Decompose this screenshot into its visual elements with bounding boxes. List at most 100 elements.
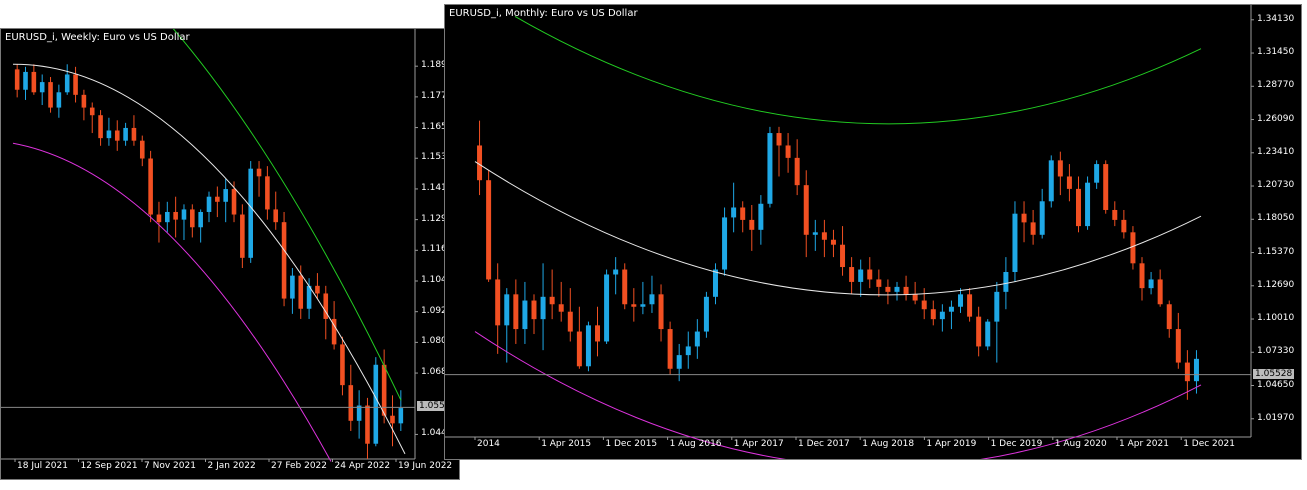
candle-body — [985, 321, 991, 347]
candle-body — [513, 294, 519, 330]
candle — [1085, 176, 1091, 230]
candle — [356, 390, 362, 439]
candle-body — [190, 209, 195, 228]
candle-body — [240, 214, 245, 258]
candle — [631, 288, 637, 322]
candle-body — [1066, 176, 1072, 189]
weekly-chart-canvas[interactable] — [1, 29, 459, 479]
candle — [558, 281, 564, 322]
date-label: 27 Feb 2022 — [271, 461, 328, 471]
candle-body — [265, 176, 270, 210]
monthly-current-price-label: 1.05528 — [1253, 368, 1295, 379]
candle-body — [749, 219, 755, 230]
candle — [567, 288, 573, 342]
candle — [139, 135, 145, 167]
candle-body — [694, 331, 700, 347]
price-label: 1.11695 — [421, 244, 459, 255]
candle — [658, 284, 664, 342]
candle — [486, 170, 492, 282]
candle-body — [840, 244, 846, 268]
candle — [985, 319, 991, 351]
candle — [522, 281, 528, 344]
candle — [540, 263, 546, 351]
candle — [273, 191, 279, 230]
candle-body — [1075, 188, 1081, 227]
candle-body — [1139, 263, 1145, 289]
candle — [504, 288, 510, 363]
lower-band-line — [474, 331, 1202, 459]
candle-body — [958, 294, 964, 307]
date-label: 19 Jun 2022 — [398, 461, 453, 471]
price-label: 1.14105 — [421, 182, 459, 193]
candle-body — [348, 385, 354, 421]
candle — [198, 209, 203, 243]
candle — [994, 281, 1000, 363]
candle-body — [1184, 362, 1190, 382]
candle-body — [776, 133, 782, 146]
weekly-chart-window[interactable]: EURUSD_i, Weekly: Euro vs US Dollar 1.18… — [0, 28, 460, 480]
candle — [265, 166, 270, 220]
price-label: 1.31450 — [1257, 47, 1295, 58]
candle — [495, 263, 501, 354]
candle-body — [477, 145, 483, 181]
candle-body — [640, 304, 646, 307]
candle-body — [1148, 279, 1154, 289]
candle — [703, 291, 709, 338]
candle — [749, 205, 755, 251]
candle — [98, 110, 103, 146]
monthly-chart-window[interactable]: EURUSD_i, Monthly: Euro vs US Dollar 1.3… — [444, 4, 1302, 460]
candle-body — [31, 71, 37, 93]
candle-body — [206, 196, 212, 212]
date-label: 1 Apr 2017 — [733, 439, 784, 449]
candle — [1130, 226, 1136, 270]
upper-band-line — [172, 29, 402, 401]
candle-body — [930, 309, 936, 320]
candle-body — [356, 405, 362, 421]
candle — [740, 201, 746, 233]
candle-body — [830, 239, 836, 245]
candle-body — [740, 207, 746, 220]
candle-body — [1112, 209, 1118, 220]
candle — [398, 390, 404, 431]
candle — [1012, 201, 1018, 282]
candle-body — [785, 145, 791, 158]
candle-body — [1030, 222, 1036, 235]
candle-body — [89, 107, 95, 116]
price-label: 1.01970 — [1257, 412, 1295, 423]
candle — [1139, 257, 1145, 301]
candle-body — [73, 74, 78, 95]
candle — [604, 269, 610, 344]
candle — [885, 279, 891, 305]
date-label: 1 Apr 2019 — [926, 439, 977, 449]
candle — [912, 281, 918, 305]
candle-body — [767, 133, 773, 204]
candle-body — [585, 325, 591, 367]
candle-body — [1121, 219, 1127, 233]
monthly-chart-title: EURUSD_i, Monthly: Euro vs US Dollar — [449, 8, 638, 19]
upper-band-line — [514, 16, 1202, 125]
candle — [685, 331, 691, 369]
price-label: 1.12690 — [1257, 279, 1295, 290]
moving-average-line — [12, 63, 406, 455]
candle — [1175, 312, 1181, 369]
candle-body — [323, 293, 329, 319]
price-label: 1.26090 — [1257, 113, 1295, 124]
candle-body — [398, 408, 404, 424]
candle — [156, 201, 162, 243]
date-label: 1 Aug 2020 — [1054, 439, 1107, 449]
price-label: 1.16515 — [421, 121, 459, 132]
monthly-chart-canvas[interactable] — [445, 5, 1301, 459]
candle — [840, 226, 846, 276]
candle — [373, 357, 379, 447]
candle-body — [23, 71, 28, 90]
candle — [206, 191, 212, 223]
candle — [1148, 272, 1154, 295]
candle-body — [56, 92, 62, 108]
candle-body — [495, 279, 501, 326]
candle-body — [731, 207, 737, 218]
candle-body — [39, 82, 45, 93]
candle-body — [1175, 329, 1181, 363]
candle-body — [173, 211, 178, 220]
candle — [281, 211, 287, 307]
candle — [1039, 188, 1045, 239]
